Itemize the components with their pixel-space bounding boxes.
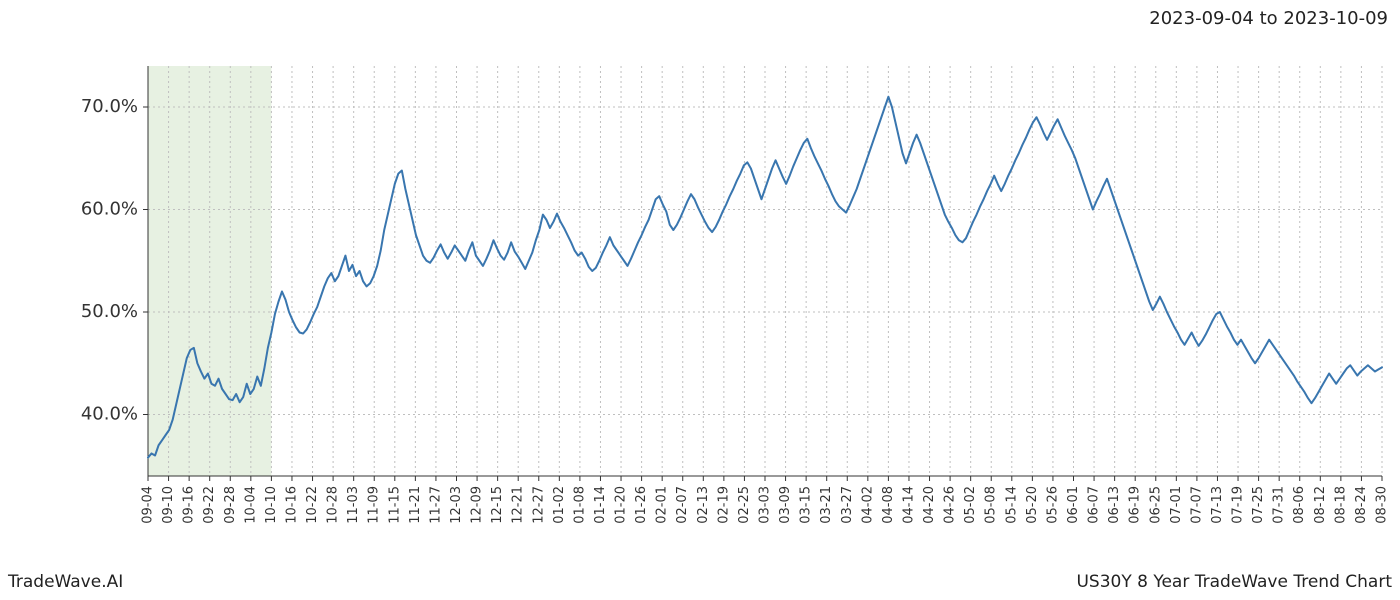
y-tick-label: 50.0% (81, 301, 138, 322)
x-tick-label: 06-01 (1066, 486, 1081, 524)
x-tick-label: 04-20 (922, 486, 937, 524)
x-tick-label: 08-18 (1333, 486, 1348, 524)
x-tick-label: 09-16 (182, 486, 197, 524)
x-tick-label: 03-09 (778, 486, 793, 524)
x-tick-label: 12-27 (531, 486, 546, 524)
x-tick-label: 05-08 (984, 486, 999, 524)
x-tick-label: 11-21 (408, 486, 423, 524)
y-tick-label: 70.0% (81, 96, 138, 117)
x-tick-label: 07-13 (1210, 486, 1225, 524)
x-tick-label: 12-09 (470, 486, 485, 524)
x-tick-label: 02-25 (737, 486, 752, 524)
date-range-label: 2023-09-04 to 2023-10-09 (1149, 8, 1388, 29)
x-tick-label: 05-20 (1025, 486, 1040, 524)
x-tick-label: 05-14 (1004, 486, 1019, 524)
x-tick-label: 08-30 (1375, 486, 1390, 524)
x-tick-label: 09-10 (161, 486, 176, 524)
x-tick-label: 07-01 (1169, 486, 1184, 524)
x-tick-label: 06-19 (1128, 486, 1143, 524)
x-tick-label: 01-08 (572, 486, 587, 524)
x-tick-label: 04-26 (943, 486, 958, 524)
x-tick-label: 04-02 (860, 486, 875, 524)
x-tick-label: 03-21 (819, 486, 834, 524)
x-tick-label: 03-27 (840, 486, 855, 524)
x-tick-label: 05-02 (963, 486, 978, 524)
x-tick-label: 12-21 (511, 486, 526, 524)
x-tick-label: 10-22 (305, 486, 320, 524)
x-tick-label: 08-12 (1313, 486, 1328, 524)
x-tick-label: 06-13 (1107, 486, 1122, 524)
x-tick-label: 02-19 (716, 486, 731, 524)
x-tick-label: 09-04 (141, 486, 156, 524)
x-tick-label: 10-10 (264, 486, 279, 524)
x-tick-label: 10-28 (326, 486, 341, 524)
x-tick-label: 12-03 (449, 486, 464, 524)
x-tick-label: 07-07 (1189, 486, 1204, 524)
x-tick-label: 01-26 (634, 486, 649, 524)
x-tick-label: 03-15 (799, 486, 814, 524)
x-tick-label: 09-22 (202, 486, 217, 524)
x-tick-label: 10-04 (243, 486, 258, 524)
x-tick-label: 09-28 (223, 486, 238, 524)
x-tick-label: 02-07 (675, 486, 690, 524)
x-tick-label: 06-25 (1148, 486, 1163, 524)
x-tick-label: 07-25 (1251, 486, 1266, 524)
chart-title: US30Y 8 Year TradeWave Trend Chart (1076, 572, 1392, 592)
x-tick-label: 08-24 (1354, 486, 1369, 524)
brand-label: TradeWave.AI (8, 572, 123, 592)
x-tick-label: 02-13 (696, 486, 711, 524)
x-tick-label: 01-20 (614, 486, 629, 524)
x-tick-label: 11-15 (387, 486, 402, 524)
x-tick-label: 10-16 (284, 486, 299, 524)
x-tick-label: 11-09 (367, 486, 382, 524)
x-tick-label: 08-06 (1292, 486, 1307, 524)
x-tick-label: 12-15 (490, 486, 505, 524)
x-tick-label: 01-02 (552, 486, 567, 524)
x-tick-label: 04-14 (901, 486, 916, 524)
y-tick-label: 40.0% (81, 404, 138, 425)
x-tick-label: 07-19 (1231, 486, 1246, 524)
x-tick-label: 06-07 (1087, 486, 1102, 524)
x-tick-label: 02-01 (655, 486, 670, 524)
chart-svg: 40.0% 50.0% 60.0% 70.0% 09-04 09-10 09-16 09-22… (0, 38, 1400, 568)
x-tick-label: 11-27 (428, 486, 443, 524)
y-tick-label: 60.0% (81, 199, 138, 220)
trend-chart: 40.0% 50.0% 60.0% 70.0% 09-04 09-10 09-16 09-22… (0, 38, 1400, 568)
x-tick-label: 03-03 (758, 486, 773, 524)
x-tick-label: 07-31 (1272, 486, 1287, 524)
x-tick-label: 11-03 (346, 486, 361, 524)
x-tick-label: 05-26 (1045, 486, 1060, 524)
x-tick-label: 04-08 (881, 486, 896, 524)
grid (148, 66, 1382, 476)
x-tick-label: 01-14 (593, 486, 608, 524)
